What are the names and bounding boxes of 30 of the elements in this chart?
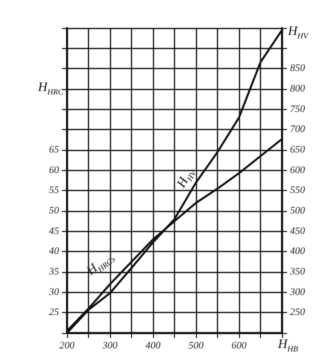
y-axis-title: H$_{HRC}$: [38, 78, 64, 96]
y-tick-label: 45: [49, 226, 59, 237]
x-tick-label: 300: [102, 340, 118, 352]
y2-tick-label: 500: [290, 206, 305, 216]
x-tick-label: 600: [232, 340, 246, 352]
x-tick-label: 400: [146, 340, 160, 352]
y2-tick-label: 650: [290, 144, 305, 156]
y2-tick-label: 400: [290, 246, 305, 258]
x-axis-title: H$_{HB}$: [278, 336, 298, 354]
y2-tick-label: 300: [289, 286, 305, 298]
y2-tick-label: 250: [290, 307, 305, 318]
y2-axis-title: H$_{HV}$: [288, 22, 308, 40]
y-tick-label: 30: [48, 286, 59, 298]
y2-tick-label: 800: [290, 84, 305, 94]
y-tick-label: 55: [49, 185, 59, 196]
y-tick-label: 25: [49, 307, 59, 318]
y-tick-label: 60: [49, 164, 59, 176]
y2-tick-label: 750: [290, 104, 305, 115]
y-tick-label: 40: [49, 246, 59, 258]
y-tick-label: 65: [49, 144, 59, 156]
y2-tick-label: 700: [290, 124, 305, 136]
x-tick-label: 500: [188, 340, 204, 352]
y-tick-label: 35: [48, 266, 59, 278]
y2-tick-label: 850: [290, 63, 305, 74]
y-tick-label: 50: [49, 206, 59, 216]
y2-tick-label: 600: [290, 164, 305, 176]
y2-tick-label: 550: [290, 185, 305, 196]
y2-tick-label: 350: [289, 266, 305, 278]
y2-tick-label: 450: [290, 226, 305, 237]
x-tick-label: 200: [60, 340, 74, 352]
